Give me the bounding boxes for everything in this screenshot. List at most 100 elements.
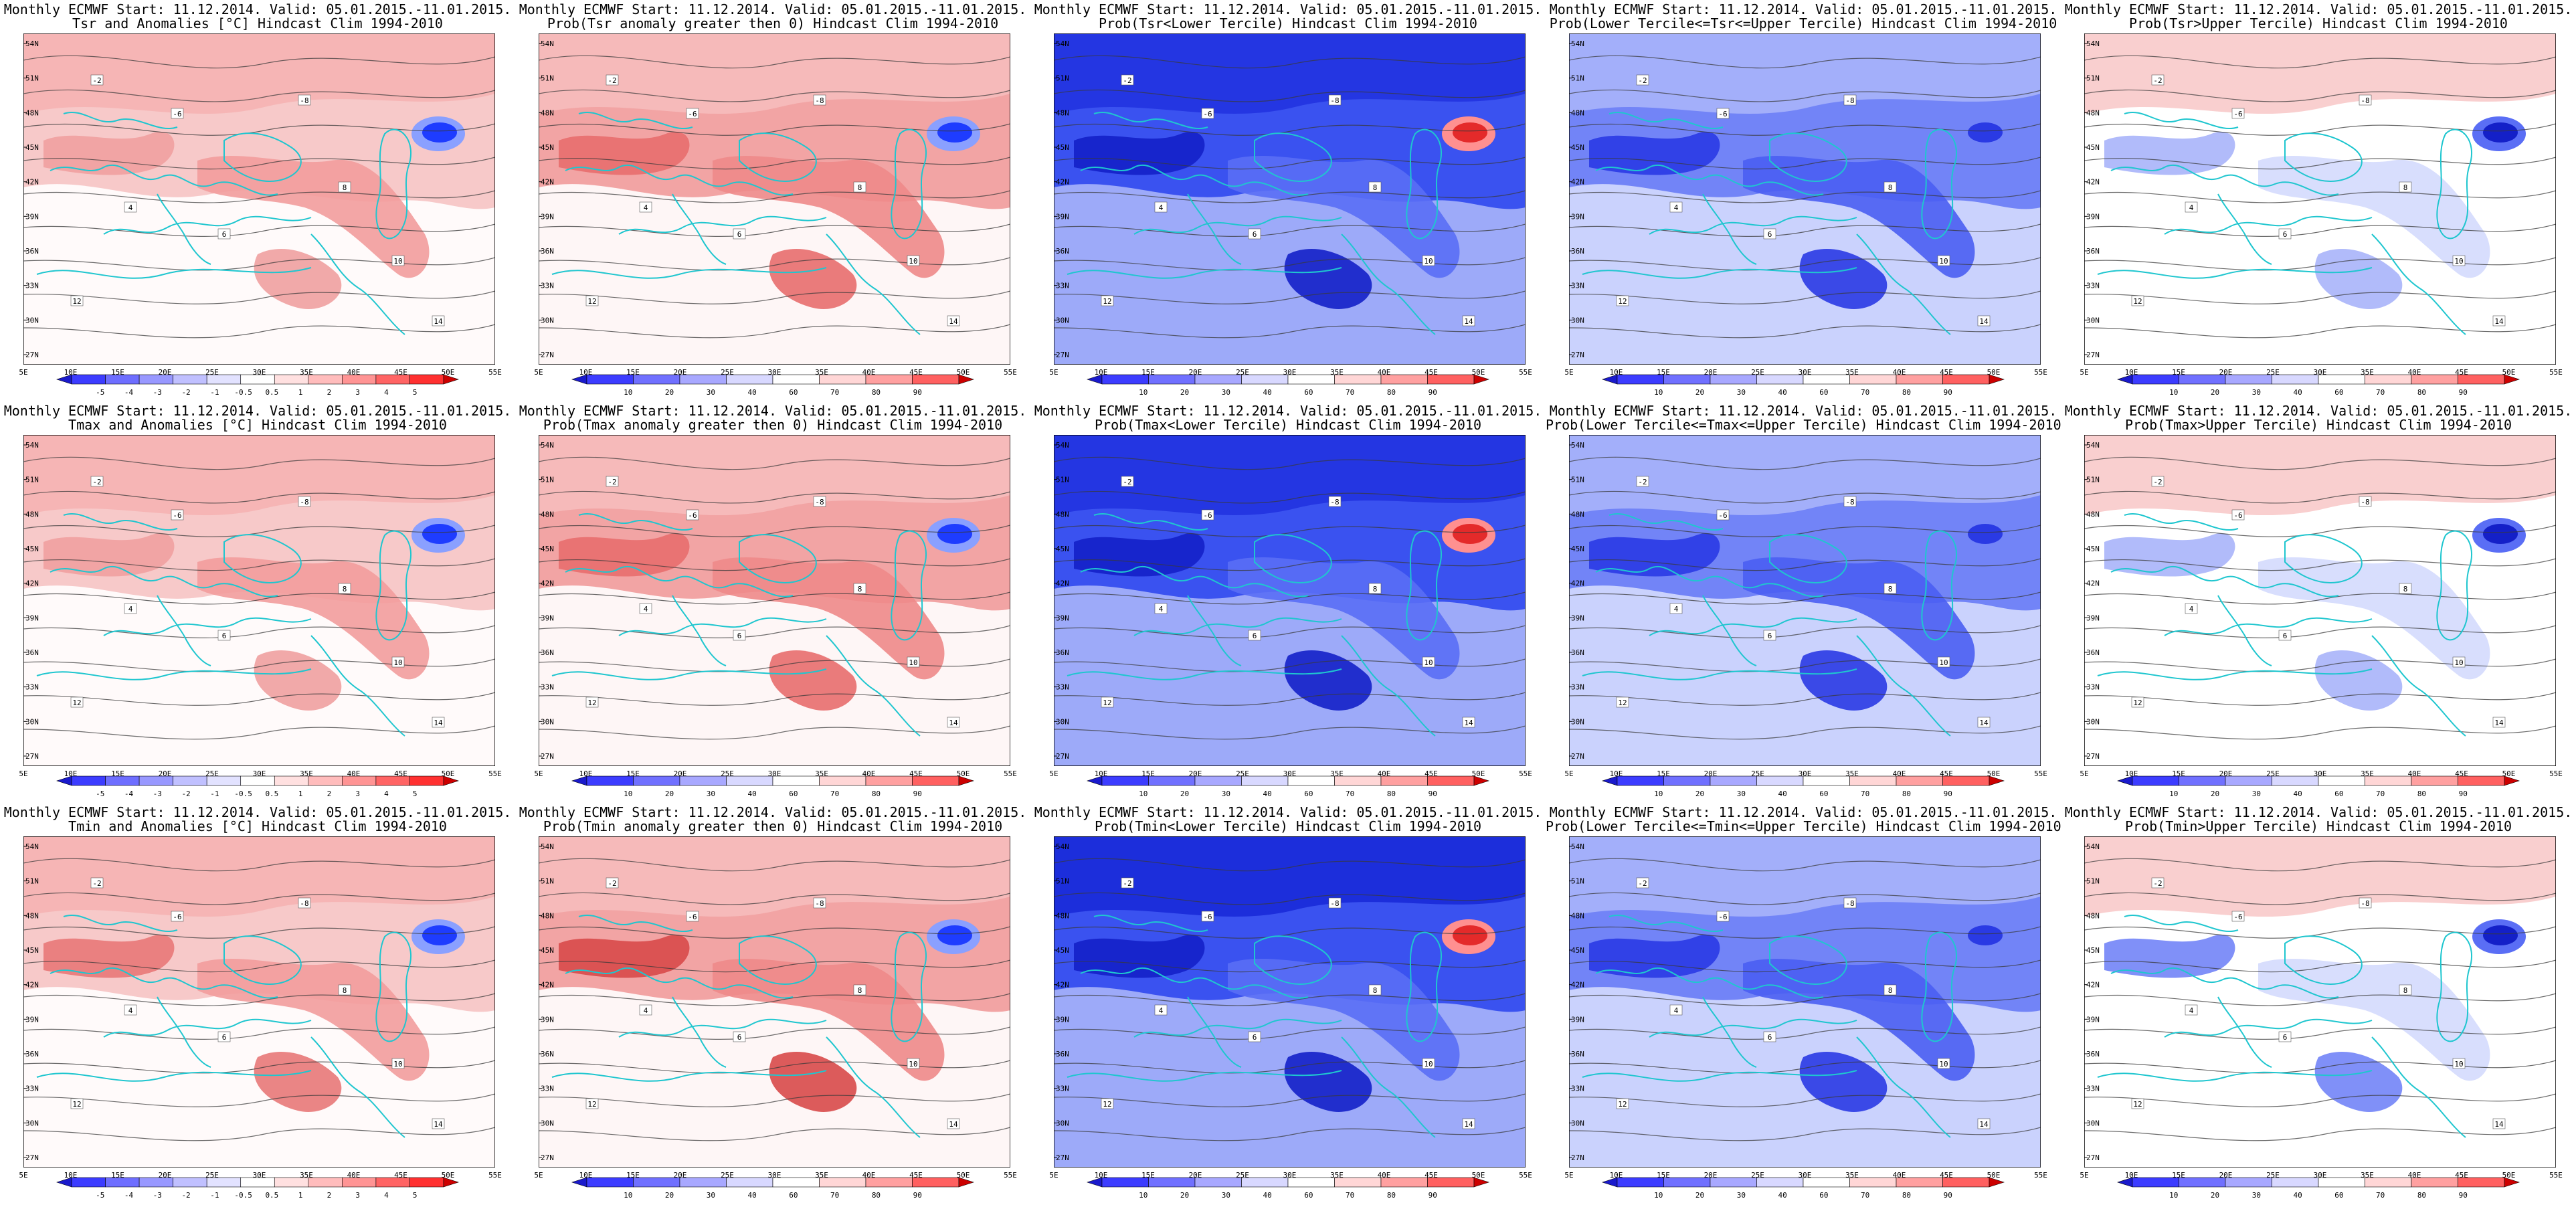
lat-label: 48N — [2086, 911, 2100, 920]
contour-label: 4 — [639, 603, 652, 614]
lat-label: 39N — [2086, 212, 2100, 221]
field-spot-caspian — [2483, 925, 2518, 945]
colorbar-swatch — [679, 1177, 727, 1188]
colorbar-extend-high — [2504, 775, 2520, 786]
lat-label: 51N — [541, 476, 554, 484]
colorbar-tick-label: 90 — [1944, 790, 1952, 798]
isoline — [23, 692, 496, 706]
lat-label: 54N — [541, 842, 554, 851]
contour-label: 10 — [1937, 656, 1950, 668]
isoline — [1568, 89, 2041, 102]
colorbar-tick-label: 60 — [1304, 1191, 1313, 1200]
field-spot-caspian — [1968, 122, 2003, 143]
colorbar-swatch — [1334, 374, 1382, 385]
coastline — [1582, 668, 1857, 680]
lat-label: 48N — [1056, 911, 1069, 920]
field-region-southcenter — [1284, 650, 1372, 711]
coastline — [310, 1036, 405, 1138]
colorbar-swatch — [1148, 1177, 1196, 1188]
contour-label: -2 — [606, 476, 619, 487]
contour-label: 8 — [338, 984, 351, 996]
colorbar-swatch — [2458, 1177, 2505, 1188]
colorbar-tick-label: 10 — [2169, 1191, 2178, 1200]
lon-label: 5E — [1049, 368, 1058, 377]
svg-text:-2: -2 — [1123, 478, 1131, 486]
lat-label: 45N — [541, 545, 554, 553]
contour-label: -8 — [813, 94, 826, 106]
colorbar-tick-label: 20 — [665, 1191, 674, 1200]
isoline — [538, 1127, 1011, 1141]
svg-text:-8: -8 — [1845, 899, 1854, 908]
contour-label: -8 — [1328, 94, 1342, 106]
coastline — [50, 967, 278, 999]
contour-label: 6 — [2278, 630, 2292, 641]
lat-label: 48N — [541, 911, 554, 920]
svg-text:4: 4 — [1159, 1006, 1164, 1015]
isoline — [23, 658, 496, 672]
lat-label: 54N — [541, 39, 554, 48]
contour-label: 14 — [432, 717, 445, 728]
isoline — [1053, 1026, 1526, 1040]
svg-text:-2: -2 — [92, 76, 101, 85]
isoline — [23, 55, 496, 69]
contour-label: 12 — [1616, 295, 1629, 306]
lat-label: 45N — [541, 143, 554, 152]
svg-text:6: 6 — [2283, 632, 2288, 640]
colorbar-swatch — [375, 775, 410, 786]
lon-label: 55E — [2034, 769, 2047, 778]
colorbar-extend-high — [443, 775, 459, 786]
colorbar-tick-label: 4 — [384, 790, 389, 798]
lon-label: 50E — [2502, 368, 2516, 377]
map-panel-r2c2: Monthly ECMWF Start: 11.12.2014. Valid: … — [515, 401, 1030, 803]
colorbar-tick-label: 70 — [830, 388, 839, 397]
coastline — [375, 931, 412, 1042]
panel-title-line1: Monthly ECMWF Start: 11.12.2014. Valid: … — [1034, 403, 1542, 419]
lat-label: 27N — [541, 752, 554, 761]
colorbar-swatch — [2179, 775, 2226, 786]
map-canvas: -2 -6 -8 4 6 8 10 12 14 54N 51N 48N 45N 42N 39N 36N 33N 3… — [1568, 33, 2041, 365]
svg-text:8: 8 — [1888, 585, 1893, 593]
field-region-north — [23, 435, 495, 515]
svg-text:10: 10 — [393, 257, 402, 266]
svg-text:14: 14 — [434, 317, 443, 326]
contour-label: 14 — [432, 1118, 445, 1129]
lat-label: 36N — [1571, 1050, 1584, 1058]
isoline — [538, 692, 1011, 706]
colorbar-swatch — [1942, 775, 1990, 786]
coastline — [2371, 1036, 2466, 1138]
colorbar-swatch — [274, 775, 309, 786]
lon-label: 50E — [2502, 1171, 2516, 1180]
coastline — [1080, 967, 1309, 999]
coastline — [50, 165, 278, 196]
colorbar-tick-label: 20 — [1180, 790, 1189, 798]
colorbar-swatch — [912, 775, 959, 786]
isoline — [2084, 490, 2557, 504]
svg-text:6: 6 — [737, 632, 742, 640]
forecast-map: -2 -6 -8 4 6 8 10 12 14 54N 51N 48N 45N 42N 39N 36N 33N 3… — [1564, 33, 2047, 377]
contour-label: 8 — [1368, 583, 1382, 594]
isoline — [1053, 725, 1526, 740]
isoline — [1053, 658, 1526, 672]
isoline — [1568, 892, 2041, 905]
coastline — [36, 1070, 312, 1082]
lat-label: 48N — [1056, 108, 1069, 117]
colorbar-swatch — [173, 775, 207, 786]
colorbar-probability: 10 20 30 40 60 70 80 90 — [1602, 775, 2005, 803]
colorbar-anomaly: -5 -4 -3 -2 -1 -0.5 0.5 1 2 3 4 5 — [56, 775, 459, 803]
contour-label: -8 — [298, 496, 311, 507]
lon-label: 50E — [1987, 368, 2001, 377]
colorbar-tick-label: 0.5 — [265, 790, 278, 798]
coastline — [2284, 132, 2363, 182]
colorbar-tick-label: 60 — [789, 790, 798, 798]
contour-label: -6 — [1201, 108, 1214, 119]
coastline — [2097, 668, 2373, 680]
svg-text:-8: -8 — [2361, 899, 2369, 908]
colorbar-tick-label: 90 — [913, 1191, 922, 1200]
svg-text:-6: -6 — [1718, 110, 1727, 118]
map-panel-r3c5: Monthly ECMWF Start: 11.12.2014. Valid: … — [2061, 803, 2576, 1204]
colorbar-swatch — [206, 775, 242, 786]
lat-label: 51N — [1056, 74, 1069, 83]
svg-text:-6: -6 — [1718, 511, 1727, 520]
colorbar-swatch — [1756, 775, 1804, 786]
coastline — [1067, 1070, 1342, 1082]
